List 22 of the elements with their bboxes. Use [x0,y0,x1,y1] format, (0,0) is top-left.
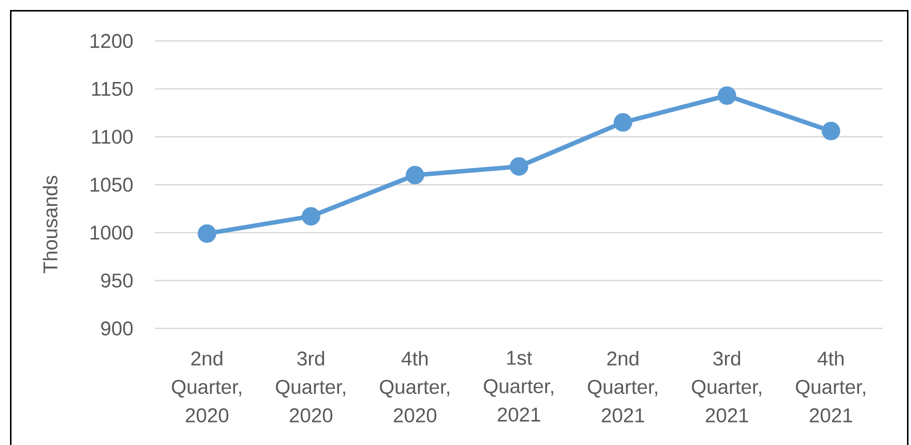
point [822,122,840,140]
point [614,113,632,132]
x-tick-label: 4th Quarter, 2021 [796,350,866,422]
y-tick-label: 1000 [90,226,133,240]
y-tick-label: 1200 [90,34,133,48]
y-tick-label: 900 [101,321,133,336]
x-tick-label: 1st Quarter, 2021 [484,350,554,422]
x-tick-label: 3rd Quarter, 2021 [692,350,762,422]
x-tick-label: 2nd Quarter, 2020 [172,350,242,422]
point [198,224,216,243]
y-tick-label: 1100 [92,130,133,144]
x-tick-label: 3rd Quarter, 2020 [276,350,346,422]
y-tick-label: 950 [101,273,133,288]
point [718,86,736,105]
point [302,207,320,226]
point [510,157,528,176]
point [406,166,424,184]
x-tick-label: 2nd Quarter, 2021 [588,350,658,422]
y-axis-title: Thousands [42,176,58,274]
y-tick-label: 1150 [92,82,133,96]
y-tick-label: 1050 [90,178,133,192]
x-tick-label: 4th Quarter, 2020 [380,350,450,422]
